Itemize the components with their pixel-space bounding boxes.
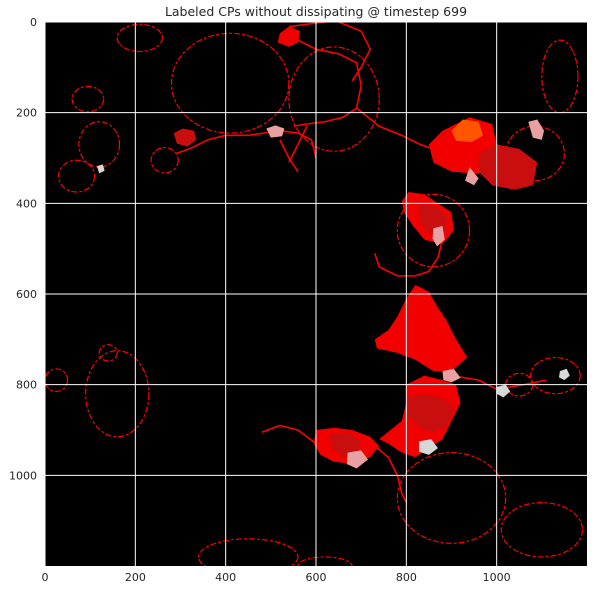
cp-boundary-line [175,129,317,159]
x-tick-label: 600 [306,571,327,584]
cp-boundary-ring [529,356,581,395]
x-axis: 0 200 400 600 800 1000 [42,571,511,584]
cp-boundary-ring [500,501,584,558]
cp-region [277,26,301,47]
cp-boundary-ring [71,85,105,113]
y-tick-label: 600 [16,288,37,301]
x-tick-label: 400 [215,571,236,584]
cp-region [451,119,484,143]
y-axis: 0 200 400 600 800 1000 [9,16,37,482]
cp-region [478,144,538,190]
cp-boundary-ring [78,121,121,168]
cp-boundary-ring [288,46,380,152]
cp-boundary-ring [85,350,150,438]
x-tick-label: 800 [396,571,417,584]
cp-boundary-ring [396,452,507,544]
cp-region [96,164,105,174]
cp-region [346,450,368,469]
cp-region [528,119,545,140]
cp-boundary-ring [57,159,96,193]
cp-boundary-ring [98,344,118,362]
cp-region [558,368,570,381]
cp-boundary-ring [116,23,164,53]
cp-boundary-ring [197,538,299,566]
cp-boundary-line [261,424,317,445]
x-tick-label: 0 [42,571,49,584]
cp-region [418,439,438,455]
x-tick-label: 1000 [483,571,511,584]
cp-region [374,284,468,372]
cp-region [406,393,454,433]
grid [44,21,587,566]
y-tick-label: 1000 [9,469,37,482]
y-tick-label: 200 [16,107,37,120]
cp-boundary-ring [45,368,69,393]
cp-region [442,368,461,383]
cp-region [329,432,362,458]
cp-boundary-line [356,107,434,150]
y-tick-label: 0 [30,16,37,29]
cp-boundary-line [288,125,308,163]
chart-title: Labeled CPs without dissipating @ timest… [165,4,467,19]
x-tick-label: 200 [125,571,146,584]
cp-region [173,128,197,147]
cp-boundary-ring [170,32,290,134]
cp-boundary-line [373,239,444,277]
cp-boundary-line [288,22,326,28]
plot-content [45,22,584,566]
data-layer [45,22,584,566]
cp-region [496,384,511,398]
cp-region [465,167,479,186]
y-tick-label: 400 [16,197,37,210]
y-tick-label: 800 [16,379,37,392]
cp-boundary-ring [150,146,179,174]
cp-boundary-line [338,22,372,82]
cp-boundary-line [279,139,299,173]
cp-region [266,125,285,138]
cp-region [432,226,445,247]
cp-boundary-ring [396,193,471,268]
